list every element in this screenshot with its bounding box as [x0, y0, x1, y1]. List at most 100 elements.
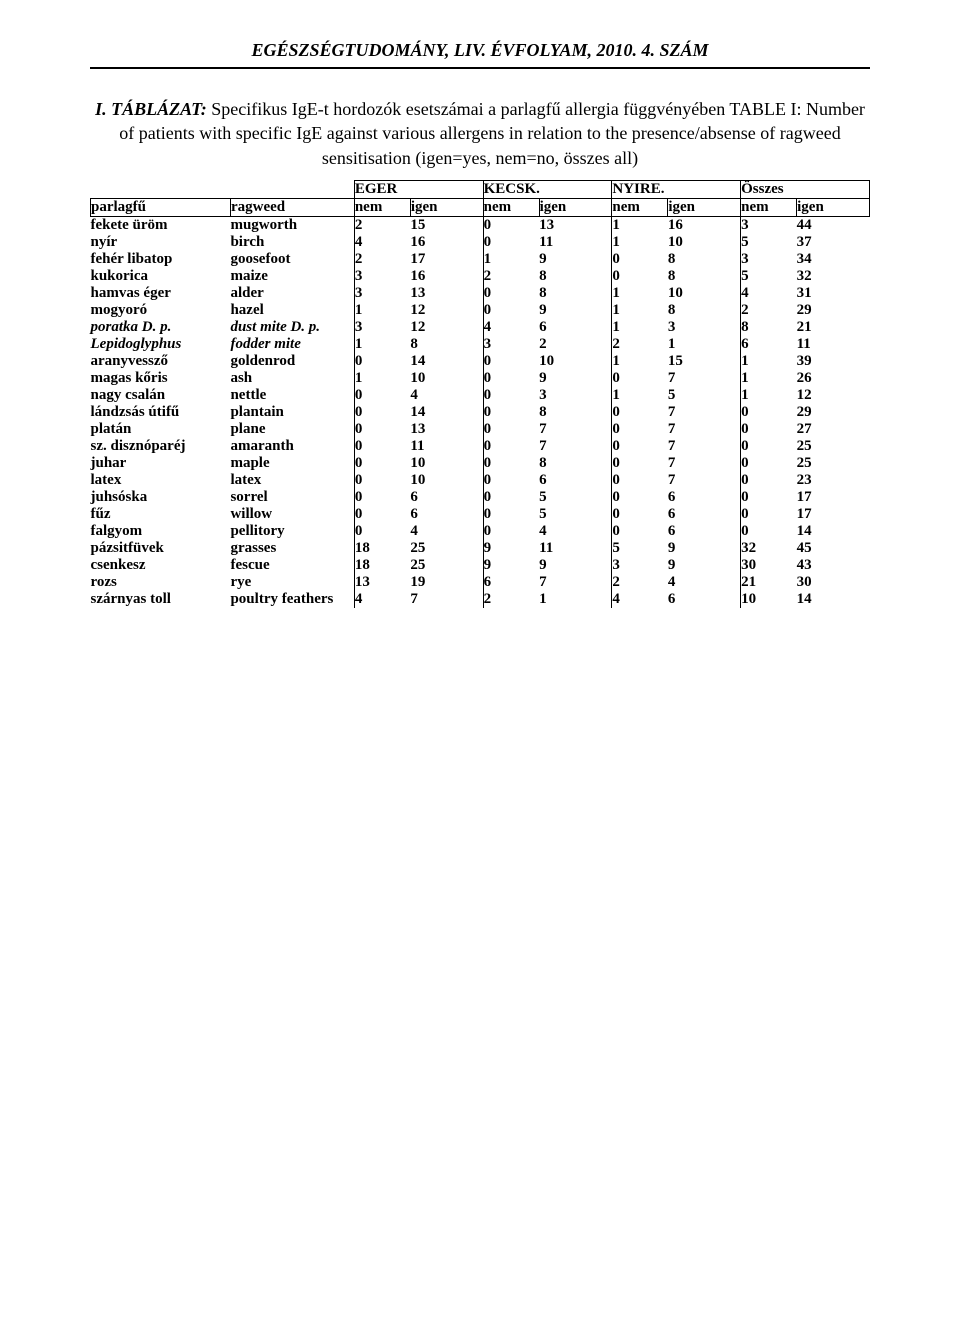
cell-value: 31 — [797, 285, 870, 302]
cell-value: 19 — [410, 574, 483, 591]
cell-value: 6 — [539, 319, 612, 336]
table-row: fekete ürömmugworth215013116344 — [91, 216, 870, 234]
row-label-en: alder — [230, 285, 354, 302]
subcol-label: nem — [612, 198, 668, 216]
cell-value: 0 — [483, 216, 539, 234]
cell-value: 0 — [354, 523, 410, 540]
table-row: lándzsás útifűplantain0140807029 — [91, 404, 870, 421]
table-row: fűzwillow060506017 — [91, 506, 870, 523]
cell-value: 0 — [612, 421, 668, 438]
header-spacer — [230, 180, 354, 198]
cell-value: 0 — [354, 472, 410, 489]
cell-value: 8 — [539, 455, 612, 472]
table-row: rozsrye131967242130 — [91, 574, 870, 591]
cell-value: 0 — [483, 387, 539, 404]
cell-value: 0 — [741, 404, 797, 421]
col1-label: parlagfű — [91, 198, 231, 216]
cell-value: 7 — [539, 574, 612, 591]
row-label-en: goldenrod — [230, 353, 354, 370]
cell-value: 13 — [410, 285, 483, 302]
row-label-hu: poratka D. p. — [91, 319, 231, 336]
group-header: NYIRE. — [612, 180, 741, 198]
cell-value: 9 — [539, 302, 612, 319]
cell-value: 21 — [797, 319, 870, 336]
row-label-hu: hamvas éger — [91, 285, 231, 302]
row-label-en: pellitory — [230, 523, 354, 540]
subcol-label: nem — [741, 198, 797, 216]
cell-value: 1 — [668, 336, 741, 353]
cell-value: 3 — [483, 336, 539, 353]
cell-value: 7 — [539, 438, 612, 455]
cell-value: 37 — [797, 234, 870, 251]
row-label-en: fescue — [230, 557, 354, 574]
row-label-hu: fűz — [91, 506, 231, 523]
cell-value: 14 — [410, 404, 483, 421]
row-label-hu: falgyom — [91, 523, 231, 540]
cell-value: 3 — [741, 216, 797, 234]
table-row: Lepidoglyphusfodder mite183221611 — [91, 336, 870, 353]
row-label-hu: csenkesz — [91, 557, 231, 574]
cell-value: 4 — [410, 387, 483, 404]
table-body: fekete ürömmugworth215013116344nyírbirch… — [91, 216, 870, 608]
row-label-hu: nagy csalán — [91, 387, 231, 404]
cell-value: 0 — [612, 268, 668, 285]
cell-value: 7 — [539, 421, 612, 438]
group-header: KECSK. — [483, 180, 612, 198]
cell-value: 7 — [668, 455, 741, 472]
cell-value: 10 — [668, 234, 741, 251]
cell-value: 2 — [612, 574, 668, 591]
cell-value: 5 — [741, 234, 797, 251]
cell-value: 0 — [741, 506, 797, 523]
cell-value: 11 — [797, 336, 870, 353]
header-spacer — [91, 180, 231, 198]
cell-value: 8 — [668, 302, 741, 319]
cell-value: 13 — [539, 216, 612, 234]
cell-value: 0 — [354, 421, 410, 438]
cell-value: 0 — [741, 438, 797, 455]
table-row: juhsóskasorrel060506017 — [91, 489, 870, 506]
cell-value: 3 — [668, 319, 741, 336]
subcol-label: nem — [354, 198, 410, 216]
cell-value: 12 — [797, 387, 870, 404]
cell-value: 17 — [797, 489, 870, 506]
cell-value: 29 — [797, 302, 870, 319]
row-label-en: goosefoot — [230, 251, 354, 268]
row-label-en: maple — [230, 455, 354, 472]
cell-value: 15 — [410, 216, 483, 234]
row-label-hu: latex — [91, 472, 231, 489]
cell-value: 25 — [797, 438, 870, 455]
cell-value: 26 — [797, 370, 870, 387]
cell-value: 7 — [668, 370, 741, 387]
subcol-label: igen — [539, 198, 612, 216]
cell-value: 7 — [410, 591, 483, 608]
cell-value: 14 — [797, 591, 870, 608]
cell-value: 10 — [410, 455, 483, 472]
cell-value: 13 — [354, 574, 410, 591]
row-label-en: sorrel — [230, 489, 354, 506]
cell-value: 8 — [539, 268, 612, 285]
cell-value: 1 — [539, 591, 612, 608]
row-label-hu: szárnyas toll — [91, 591, 231, 608]
row-label-hu: magas kőris — [91, 370, 231, 387]
cell-value: 1 — [612, 216, 668, 234]
cell-value: 4 — [410, 523, 483, 540]
cell-value: 10 — [410, 472, 483, 489]
cell-value: 1 — [741, 353, 797, 370]
cell-value: 7 — [668, 438, 741, 455]
cell-value: 14 — [797, 523, 870, 540]
cell-value: 0 — [741, 523, 797, 540]
cell-value: 4 — [668, 574, 741, 591]
cell-value: 0 — [612, 404, 668, 421]
row-label-en: fodder mite — [230, 336, 354, 353]
cell-value: 8 — [539, 285, 612, 302]
cell-value: 0 — [483, 353, 539, 370]
cell-value: 4 — [354, 234, 410, 251]
cell-value: 2 — [354, 251, 410, 268]
cell-value: 34 — [797, 251, 870, 268]
cell-value: 0 — [483, 438, 539, 455]
cell-value: 1 — [612, 319, 668, 336]
row-label-hu: platán — [91, 421, 231, 438]
cell-value: 32 — [741, 540, 797, 557]
table-row: poratka D. p.dust mite D. p.3124613821 — [91, 319, 870, 336]
table-row: mogyoróhazel1120918229 — [91, 302, 870, 319]
